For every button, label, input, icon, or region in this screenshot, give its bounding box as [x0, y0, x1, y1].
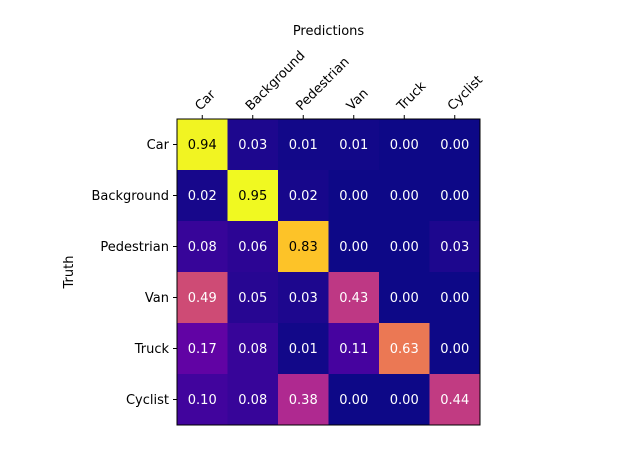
heatmap-cell	[379, 374, 430, 426]
cell-value-label: 0.95	[238, 189, 267, 204]
heatmap-cell	[227, 119, 279, 171]
heatmap-cell	[328, 323, 380, 375]
heatmap-cell	[227, 170, 279, 222]
cell-value-label: 0.03	[238, 138, 267, 153]
cell-value-label: 0.11	[339, 342, 368, 357]
y-tick-label: Van	[145, 291, 169, 306]
y-axis-label: Truth	[62, 256, 77, 290]
cell-value-label: 0.63	[390, 342, 419, 357]
x-axis-label: Predictions	[293, 24, 365, 39]
heatmap-cell	[328, 170, 380, 222]
y-tick-label: Cyclist	[126, 393, 169, 408]
cell-value-label: 0.10	[188, 393, 217, 408]
cell-value-label: 0.00	[440, 342, 469, 357]
heatmap-cell	[379, 272, 430, 324]
cell-value-label: 0.01	[339, 138, 368, 153]
heatmap-cell	[278, 272, 329, 324]
cell-value-label: 0.05	[238, 291, 267, 306]
heatmap-cell	[379, 323, 430, 375]
heatmap-cell	[429, 170, 481, 222]
heatmap-cell	[429, 374, 481, 426]
heatmap-cell	[177, 221, 228, 273]
heatmap-cell	[278, 119, 329, 171]
cell-value-label: 0.38	[289, 393, 318, 408]
heatmap-cell	[177, 170, 228, 222]
cell-value-label: 0.43	[339, 291, 368, 306]
y-axis-ticks: Car Background Pedestrian Van Truck Cyclist	[91, 138, 177, 408]
cell-value-label: 0.08	[188, 240, 217, 255]
cell-value-label: 0.01	[289, 342, 318, 357]
cell-value-label: 0.00	[390, 291, 419, 306]
cell-value-label: 0.06	[238, 240, 267, 255]
cell-value-label: 0.03	[440, 240, 469, 255]
heatmap-cell	[328, 221, 380, 273]
y-tick-label: Car	[147, 138, 170, 153]
y-tick-label: Pedestrian	[100, 240, 169, 255]
heatmap-cell	[227, 272, 279, 324]
cell-value-label: 0.03	[289, 291, 318, 306]
cell-value-label: 0.08	[238, 342, 267, 357]
cell-value-label: 0.00	[440, 138, 469, 153]
heatmap-cell	[328, 374, 380, 426]
plot-frame	[176, 118, 481, 426]
cell-value-label: 0.02	[188, 189, 217, 204]
heatmap-cell	[177, 374, 228, 426]
y-tick-label: Background	[91, 189, 169, 204]
heatmap-cell	[379, 119, 430, 171]
cell-value-label: 0.01	[289, 138, 318, 153]
heatmap-cell	[177, 119, 228, 171]
cell-value-label: 0.00	[339, 189, 368, 204]
heatmap-value-labels: 0.94 0.03 0.01 0.01 0.00 0.00 0.02 0.95 0.02 0.00…	[188, 138, 469, 408]
cell-value-label: 0.00	[440, 291, 469, 306]
cell-value-label: 0.49	[188, 291, 217, 306]
heatmap-cells	[177, 119, 481, 426]
cell-value-label: 0.00	[390, 393, 419, 408]
heatmap-cell	[379, 170, 430, 222]
cell-value-label: 0.00	[339, 393, 368, 408]
heatmap-cell	[328, 272, 380, 324]
y-tick-label: Truck	[134, 342, 170, 357]
heatmap-cell	[227, 323, 279, 375]
heatmap-cell	[429, 272, 481, 324]
cell-value-label: 0.00	[390, 240, 419, 255]
cell-value-label: 0.08	[238, 393, 267, 408]
cell-value-label: 0.00	[390, 138, 419, 153]
heatmap-cell	[177, 323, 228, 375]
cell-value-label: 0.02	[289, 189, 318, 204]
heatmap-cell	[278, 221, 329, 273]
heatmap-cell	[328, 119, 380, 171]
cell-value-label: 0.00	[440, 189, 469, 204]
cell-value-label: 0.00	[390, 189, 419, 204]
heatmap-cell	[429, 119, 481, 171]
heatmap-cell	[429, 221, 481, 273]
cell-value-label: 0.83	[289, 240, 318, 255]
cell-value-label: 0.00	[339, 240, 368, 255]
heatmap-cell	[379, 221, 430, 273]
heatmap-cell	[177, 272, 228, 324]
cell-value-label: 0.44	[440, 393, 469, 408]
heatmap-cell	[278, 170, 329, 222]
cell-value-label: 0.94	[188, 138, 217, 153]
cell-value-label: 0.17	[188, 342, 217, 357]
heatmap-cell	[278, 323, 329, 375]
heatmap-cell	[227, 374, 279, 426]
heatmap-cell	[429, 323, 481, 375]
heatmap-cell	[227, 221, 279, 273]
heatmap-cell	[278, 374, 329, 426]
